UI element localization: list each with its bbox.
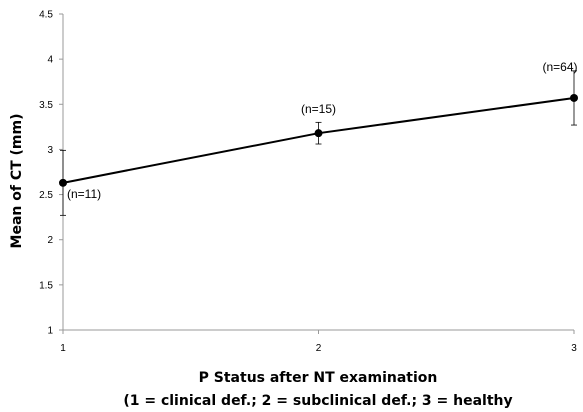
x-axis-title: P Status after NT examination	[199, 370, 438, 386]
y-tick-label: 4.5	[39, 10, 53, 21]
y-tick-label: 3	[47, 145, 53, 156]
y-tick-label: 2.5	[39, 190, 53, 201]
x-axis-ticks: 1 2 3	[60, 330, 577, 354]
y-tick-label: 2	[47, 235, 53, 246]
y-axis-ticks: 1 1.5 2 2.5 3 3.5 4 4.5	[39, 10, 63, 337]
n-annotation: (n=11)	[67, 187, 101, 201]
data-point	[59, 178, 67, 187]
n-annotation: (n=64)	[542, 60, 577, 74]
x-tick-label: 3	[571, 343, 577, 354]
y-tick-label: 4	[47, 55, 53, 66]
x-axis-subtitle: (1 = clinical def.; 2 = subclinical def.…	[123, 393, 512, 409]
data-point	[570, 93, 578, 102]
x-tick-label: 1	[60, 343, 66, 354]
x-tick-label: 2	[316, 343, 322, 354]
y-axis-title: Mean of CT (mm)	[9, 114, 25, 249]
y-tick-label: 1.5	[39, 280, 53, 291]
axes	[62, 14, 574, 331]
n-annotation: (n=15)	[301, 102, 336, 116]
data-point	[314, 129, 323, 138]
y-tick-label: 3.5	[39, 100, 53, 111]
y-tick-label: 1	[47, 326, 53, 337]
series-layer: (n=11) (n=15) (n=64)	[59, 60, 578, 216]
